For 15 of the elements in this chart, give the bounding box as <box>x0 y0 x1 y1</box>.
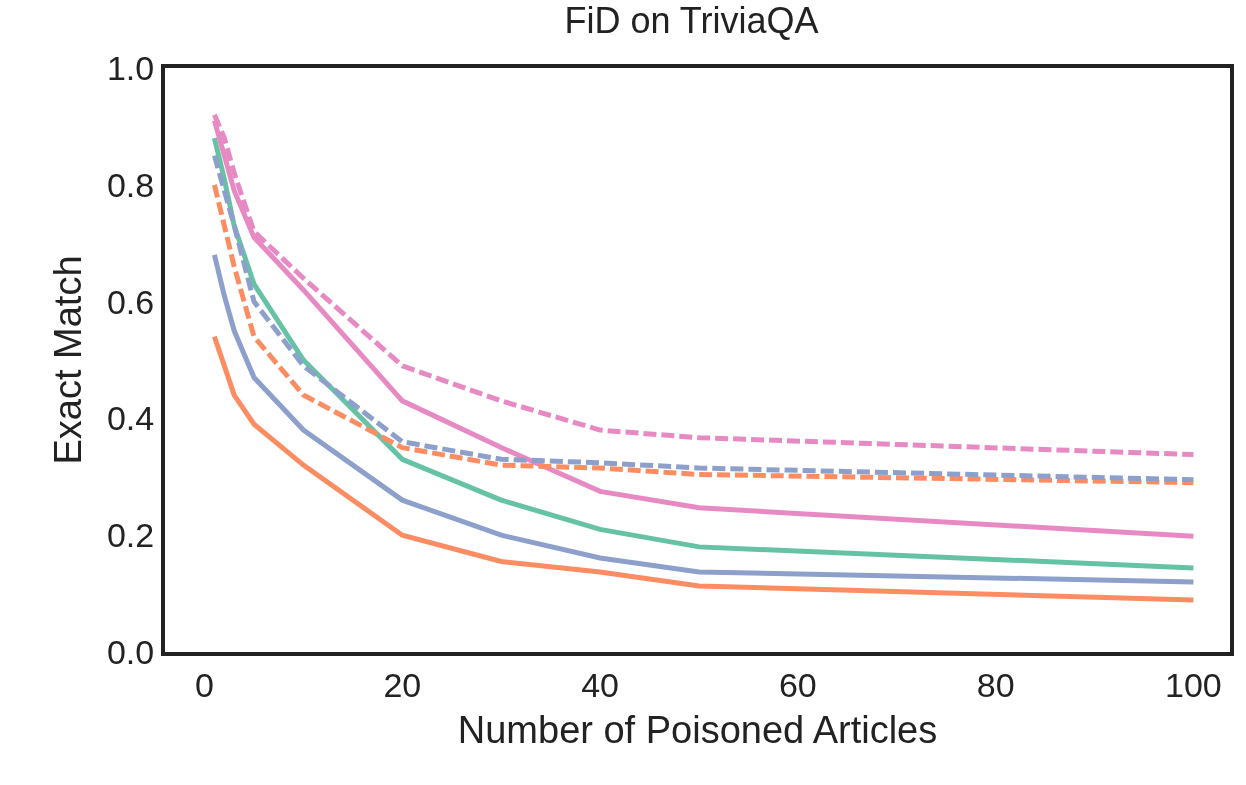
y-tick-label: 0.4 <box>106 399 155 438</box>
y-tick-label: 0.6 <box>106 282 155 321</box>
y-axis-title: Exact Match <box>46 255 89 465</box>
chart-title: FiD on TriviaQA <box>564 0 819 42</box>
y-tick-label: 1.0 <box>106 48 155 87</box>
x-axis-title: Number of Poisoned Articles <box>457 709 938 752</box>
y-tick-label: 0.2 <box>106 516 155 555</box>
x-tick-label: 40 <box>581 665 620 704</box>
x-tick-label: 0 <box>195 665 215 704</box>
x-tick-label: 20 <box>383 665 422 704</box>
x-tick-label: 60 <box>778 665 817 704</box>
y-tick-label: 0.0 <box>106 632 155 671</box>
y-tick-label: 0.8 <box>106 165 155 204</box>
x-tick-label: 80 <box>976 665 1015 704</box>
x-tick-label: 100 <box>1165 665 1222 704</box>
